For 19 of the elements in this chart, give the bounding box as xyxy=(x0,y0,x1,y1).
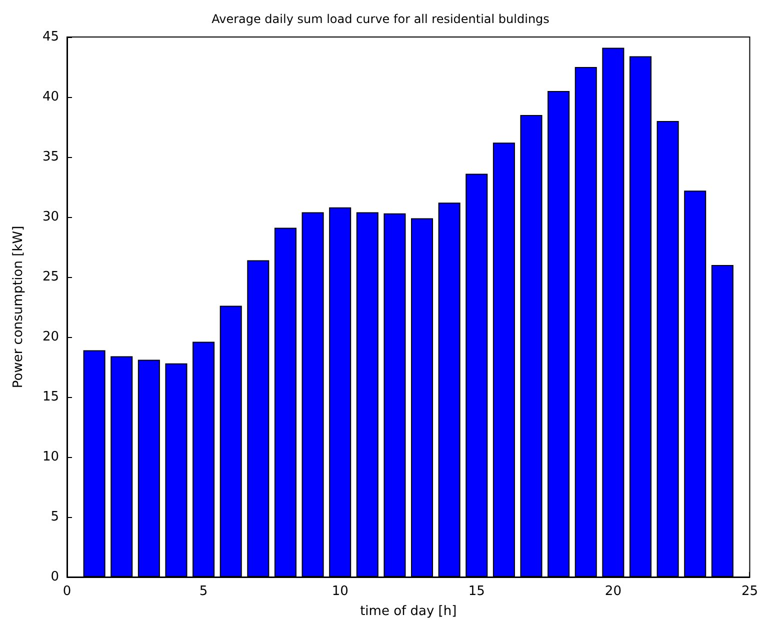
y-tick-label: 40 xyxy=(42,90,59,104)
y-tick-label: 30 xyxy=(42,210,59,224)
x-tick-label: 0 xyxy=(62,584,72,599)
x-tick-label: 20 xyxy=(604,584,622,599)
y-tick-label: 5 xyxy=(50,510,59,524)
y-tick-label: 25 xyxy=(42,270,59,284)
y-tick-label: 35 xyxy=(42,150,59,164)
y-tick-label: 15 xyxy=(42,390,59,404)
x-tick-label: 5 xyxy=(199,584,208,599)
x-tick-label: 15 xyxy=(468,584,485,599)
x-tick-label: 25 xyxy=(741,584,758,599)
y-tick-label: 10 xyxy=(42,450,59,464)
chart-title: Average daily sum load curve for all residential buldings xyxy=(212,12,550,26)
x-axis-title: time of day [h] xyxy=(360,604,457,619)
y-tick-label: 0 xyxy=(50,570,59,584)
y-axis-title: Power consumption [kW] xyxy=(11,226,26,388)
y-tick-label: 45 xyxy=(42,30,59,44)
x-tick-label: 10 xyxy=(332,584,348,599)
y-tick-label: 20 xyxy=(42,330,59,344)
